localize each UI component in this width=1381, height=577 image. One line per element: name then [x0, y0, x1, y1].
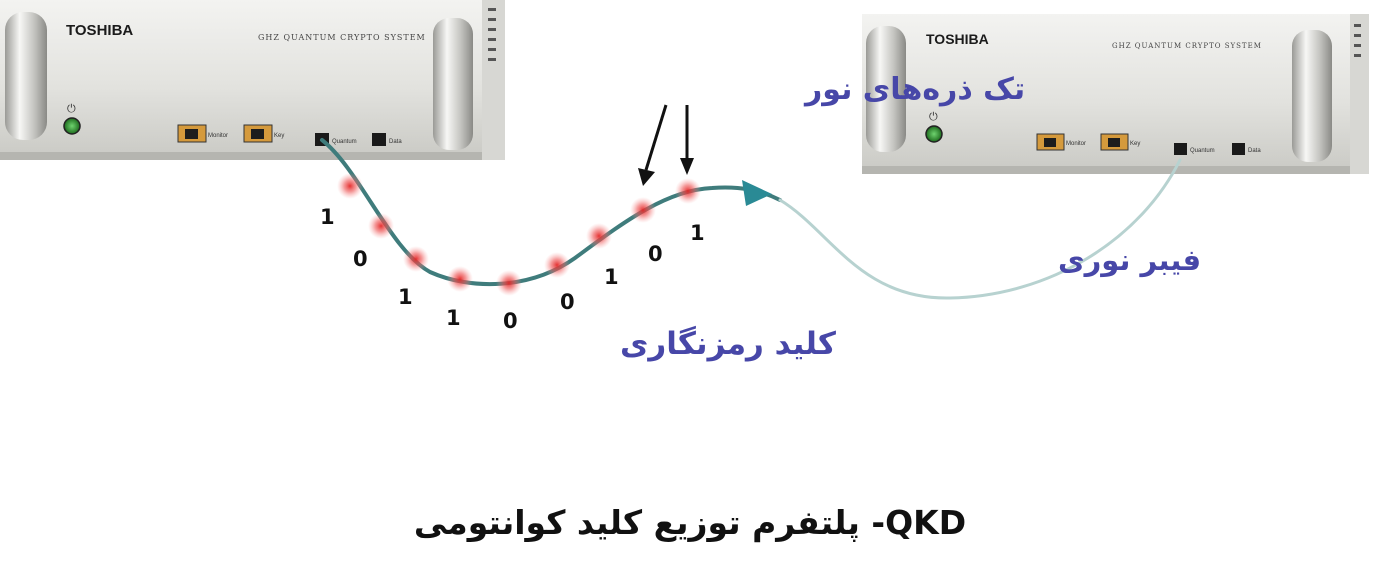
key-bit: 1	[690, 221, 705, 245]
photon	[337, 173, 363, 199]
device-model: GHZ QUANTUM CRYPTO SYSTEM	[1112, 42, 1262, 50]
data-port[interactable]	[1232, 143, 1245, 155]
device-vent-panel	[1350, 14, 1369, 174]
port-label-quantum: Quantum	[332, 139, 357, 145]
device-brand: TOSHIBA	[66, 22, 133, 39]
qkd-device-receiver: TOSHIBA GHZ QUANTUM CRYPTO SYSTEM ⏻ Moni…	[862, 14, 1369, 174]
fiber-direction-arrow-icon	[742, 180, 772, 206]
power-button[interactable]	[925, 125, 943, 143]
fiber-label: فیبر نوری	[1058, 243, 1201, 277]
encryption-key-label: کلید رمزنگاری	[620, 325, 837, 362]
photon	[403, 246, 429, 272]
optical-fiber-return	[778, 158, 1182, 300]
key-bit: 0	[560, 290, 575, 314]
photon-pointer-arrows	[638, 104, 694, 186]
photon	[630, 197, 656, 223]
right-handle	[1292, 30, 1332, 162]
vent-slots	[1354, 24, 1361, 57]
port-label-key: Key	[1130, 141, 1140, 147]
right-handle	[433, 18, 473, 150]
port-label-monitor: Monitor	[208, 133, 228, 139]
key-bit: 1	[446, 306, 461, 330]
key-bit: 0	[353, 247, 368, 271]
photons-label: تک ذره‌های نور	[803, 72, 1025, 107]
port-label-quantum: Quantum	[1190, 148, 1215, 154]
power-icon: ⏻	[929, 110, 938, 123]
photon	[675, 178, 701, 204]
port-label-monitor: Monitor	[1066, 141, 1086, 147]
port-label-data: Data	[1248, 148, 1261, 154]
figure-caption: QKD- پلتفرم توزیع کلید کوانتومی	[414, 503, 966, 543]
data-port[interactable]	[372, 133, 386, 146]
key-bits: 1 0 1 1 0 0 1 0 1	[320, 205, 705, 333]
key-bit: 0	[648, 242, 663, 266]
device-brand: TOSHIBA	[926, 31, 989, 47]
photon-markers	[337, 173, 701, 296]
port-label-key: Key	[274, 133, 284, 139]
device-vent-panel	[482, 0, 505, 160]
qkd-device-transmitter: TOSHIBA GHZ QUANTUM CRYPTO SYSTEM ⏻ Moni…	[0, 0, 505, 160]
photon	[447, 266, 473, 292]
device-model: GHZ QUANTUM CRYPTO SYSTEM	[258, 33, 426, 42]
photon	[496, 270, 522, 296]
key-bit: 0	[503, 309, 518, 333]
photon	[368, 213, 394, 239]
port-label-data: Data	[389, 139, 402, 145]
device-chassis-bottom	[862, 166, 1369, 174]
key-bit: 1	[604, 265, 619, 289]
left-handle	[866, 26, 906, 152]
key-bit: 1	[320, 205, 335, 229]
key-bit: 1	[398, 285, 413, 309]
photon	[544, 252, 570, 278]
device-chassis-bottom	[0, 152, 505, 160]
photon	[586, 223, 612, 249]
quantum-port[interactable]	[1174, 143, 1187, 155]
left-handle	[5, 12, 47, 140]
power-button[interactable]	[63, 117, 81, 135]
vent-slots	[488, 8, 496, 61]
power-icon: ⏻	[67, 102, 76, 115]
